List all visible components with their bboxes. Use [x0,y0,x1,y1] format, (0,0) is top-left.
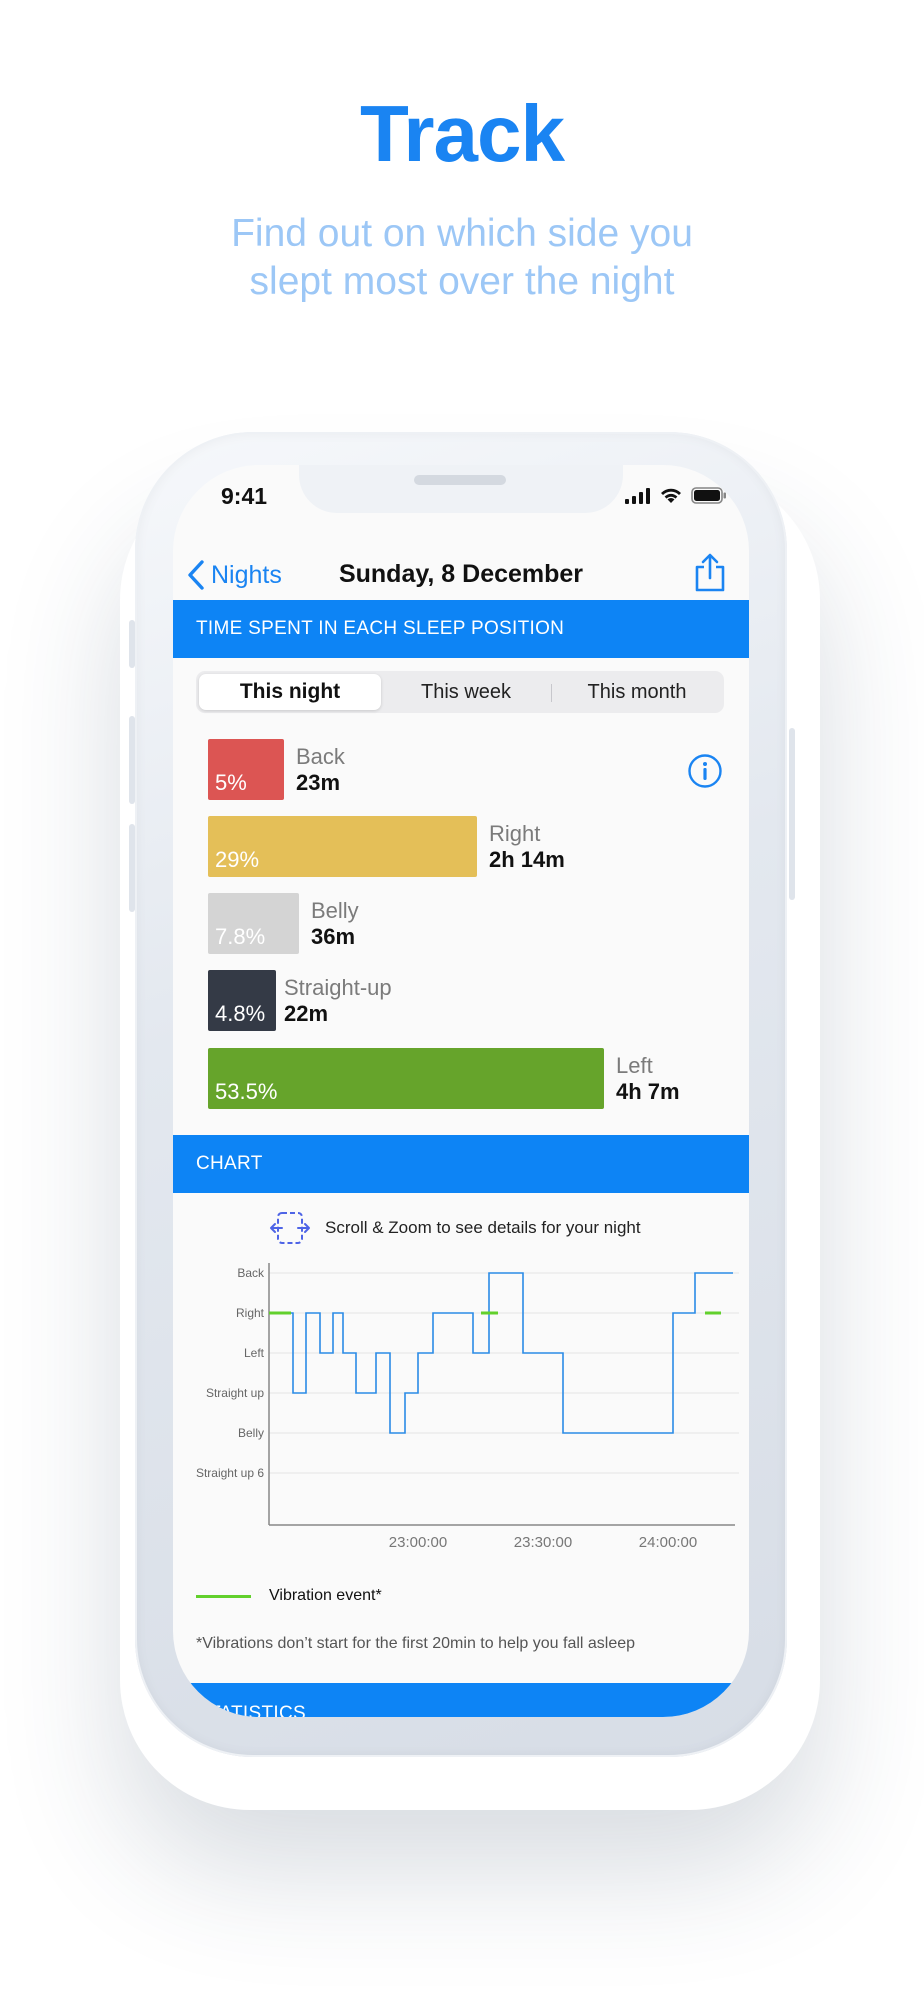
y-tick-label: Straight up 6 [196,1466,264,1480]
position-duration: 22m [284,1001,329,1026]
notch-speaker [414,475,506,485]
signal-icon [625,487,650,504]
phone-volume-up [129,716,135,804]
hero-subtitle-line-1: Find out on which side you [231,212,693,255]
back-button-label: Nights [211,560,282,589]
position-percent: 53.5% [215,1079,278,1104]
tab-this-week[interactable]: This week [420,681,512,703]
position-name: Right [489,821,541,846]
phone-silent-switch [129,620,135,668]
notch [299,465,623,513]
chart-section-header: CHART [173,1135,749,1193]
tab-this-month[interactable]: This month [587,681,687,703]
position-duration: 36m [311,924,356,949]
position-bar-straight-up: 4.8% [208,970,276,1031]
tab-this-night[interactable]: This night [199,674,381,710]
vibration-footnote: *Vibrations don’t start for the first 20… [196,1635,636,1652]
position-duration: 2h 14m [489,847,565,872]
position-bar-back: 5% [208,739,284,800]
hero-title: Track [359,89,565,178]
position-percent: 5% [215,770,247,795]
y-tick-label: Right [236,1306,265,1320]
sleep-position-chart[interactable]: Back Right Left Straight up Belly Straight up… [173,1255,749,1565]
position-name: Straight-up [284,975,392,1000]
back-button[interactable]: Nights [187,559,282,591]
position-percent: 4.8% [215,1001,266,1026]
share-button[interactable] [693,553,727,598]
position-name: Left [616,1053,653,1078]
status-icons [625,487,727,504]
chart-legend: Vibration event* [196,1587,382,1605]
y-tick-label: Left [244,1346,265,1360]
sleep-position-line [269,1272,733,1434]
x-tick-label: 23:00:00 [389,1534,447,1551]
positions-section-header: TIME SPENT IN EACH SLEEP POSITION [173,600,749,658]
status-time: 9:41 [221,483,268,509]
battery-icon [691,487,726,504]
vibration-legend-label: Vibration event* [269,1587,382,1604]
wifi-icon [661,488,681,503]
position-name: Back [296,744,345,769]
position-bar-belly: 7.8% [208,893,299,954]
position-name: Belly [311,898,359,923]
vibration-legend-swatch [196,1594,251,1598]
position-percent: 29% [215,847,260,872]
hero-subtitle: Find out on which side you slept most ov… [0,210,924,306]
info-icon [688,754,722,788]
statistics-section-header: STATISTICS [173,1683,749,1717]
phone-volume-down [129,824,135,912]
position-duration: 23m [296,770,341,795]
phone-power-button [789,728,795,900]
position-bar-left: 53.5% [208,1048,604,1109]
position-percent: 7.8% [215,924,266,949]
info-button[interactable] [687,753,723,794]
x-tick-label: 23:30:00 [514,1534,572,1551]
phone-screen: 9:41 Nights Sunday, 8 December [173,465,749,1717]
chart-hint-text: Scroll & Zoom to see details for your ni… [325,1218,641,1237]
y-tick-label: Straight up [206,1386,264,1400]
y-tick-label: Back [237,1266,265,1280]
segment-divider [551,684,552,702]
period-segmented-control: This night This week This month [196,671,724,713]
position-bar-right: 29% [208,816,477,877]
scroll-zoom-icon [270,1212,310,1244]
chart-hint: Scroll & Zoom to see details for your ni… [269,1210,641,1246]
y-tick-label: Belly [238,1426,264,1440]
position-duration: 4h 7m [616,1079,680,1104]
chevron-left-icon [188,560,204,590]
share-icon [695,553,725,592]
hero-subtitle-line-2: slept most over the night [249,260,675,303]
x-tick-label: 24:00:00 [639,1534,697,1551]
